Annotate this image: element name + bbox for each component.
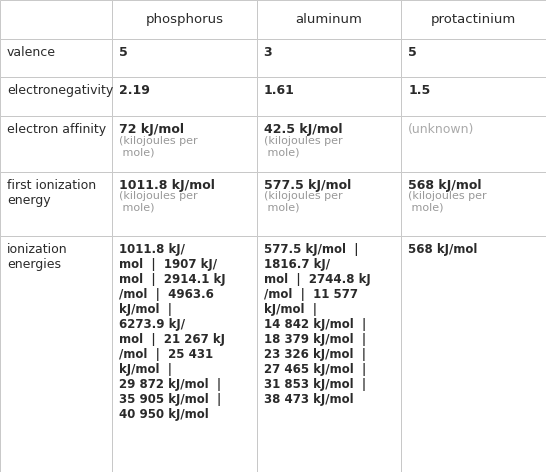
Bar [0, 116, 112, 172]
Text: (kilojoules per
 mole): (kilojoules per mole) [119, 135, 198, 157]
Bar [112, 77, 257, 116]
Bar [0, 172, 112, 236]
Bar [112, 172, 257, 236]
Text: 568 kJ/mol: 568 kJ/mol [408, 179, 482, 192]
Bar [257, 236, 401, 472]
Text: valence: valence [7, 46, 56, 59]
Bar [257, 77, 401, 116]
Text: protactinium: protactinium [431, 13, 517, 26]
Text: 5: 5 [119, 46, 128, 59]
Bar [401, 172, 546, 236]
Bar [112, 39, 257, 77]
Bar [112, 116, 257, 172]
Bar [0, 39, 112, 77]
Bar [257, 0, 401, 39]
Text: 577.5 kJ/mol: 577.5 kJ/mol [264, 179, 351, 192]
Text: 1.5: 1.5 [408, 84, 431, 97]
Bar [0, 77, 112, 116]
Bar [401, 116, 546, 172]
Bar [401, 39, 546, 77]
Text: (kilojoules per
 mole): (kilojoules per mole) [408, 191, 487, 213]
Text: 568 kJ/mol: 568 kJ/mol [408, 243, 478, 255]
Text: 5: 5 [408, 46, 417, 59]
Text: 1011.8 kJ/
mol  |  1907 kJ/
mol  |  2914.1 kJ
/mol  |  4963.6
kJ/mol  |
6273.9 k: 1011.8 kJ/ mol | 1907 kJ/ mol | 2914.1 k… [119, 243, 225, 421]
Text: first ionization
energy: first ionization energy [7, 179, 96, 207]
Bar [112, 0, 257, 39]
Bar [257, 172, 401, 236]
Text: 3: 3 [264, 46, 272, 59]
Text: ionization
energies: ionization energies [7, 243, 68, 270]
Text: electron affinity: electron affinity [7, 123, 106, 136]
Text: 72 kJ/mol: 72 kJ/mol [119, 123, 184, 136]
Text: 1011.8 kJ/mol: 1011.8 kJ/mol [119, 179, 215, 192]
Bar [0, 0, 112, 39]
Text: (kilojoules per
 mole): (kilojoules per mole) [264, 191, 342, 213]
Text: 2.19: 2.19 [119, 84, 150, 97]
Text: 42.5 kJ/mol: 42.5 kJ/mol [264, 123, 342, 136]
Bar [257, 39, 401, 77]
Text: (unknown): (unknown) [408, 123, 474, 136]
Bar [112, 236, 257, 472]
Bar [257, 116, 401, 172]
Bar [401, 77, 546, 116]
Text: (kilojoules per
 mole): (kilojoules per mole) [264, 135, 342, 157]
Text: (kilojoules per
 mole): (kilojoules per mole) [119, 191, 198, 213]
Text: aluminum: aluminum [295, 13, 363, 26]
Bar [401, 236, 546, 472]
Text: electronegativity: electronegativity [7, 84, 113, 97]
Text: 577.5 kJ/mol  |
1816.7 kJ/
mol  |  2744.8 kJ
/mol  |  11 577
kJ/mol  |
14 842 kJ: 577.5 kJ/mol | 1816.7 kJ/ mol | 2744.8 k… [264, 243, 370, 405]
Bar [0, 236, 112, 472]
Text: phosphorus: phosphorus [145, 13, 223, 26]
Text: 1.61: 1.61 [264, 84, 294, 97]
Bar [401, 0, 546, 39]
